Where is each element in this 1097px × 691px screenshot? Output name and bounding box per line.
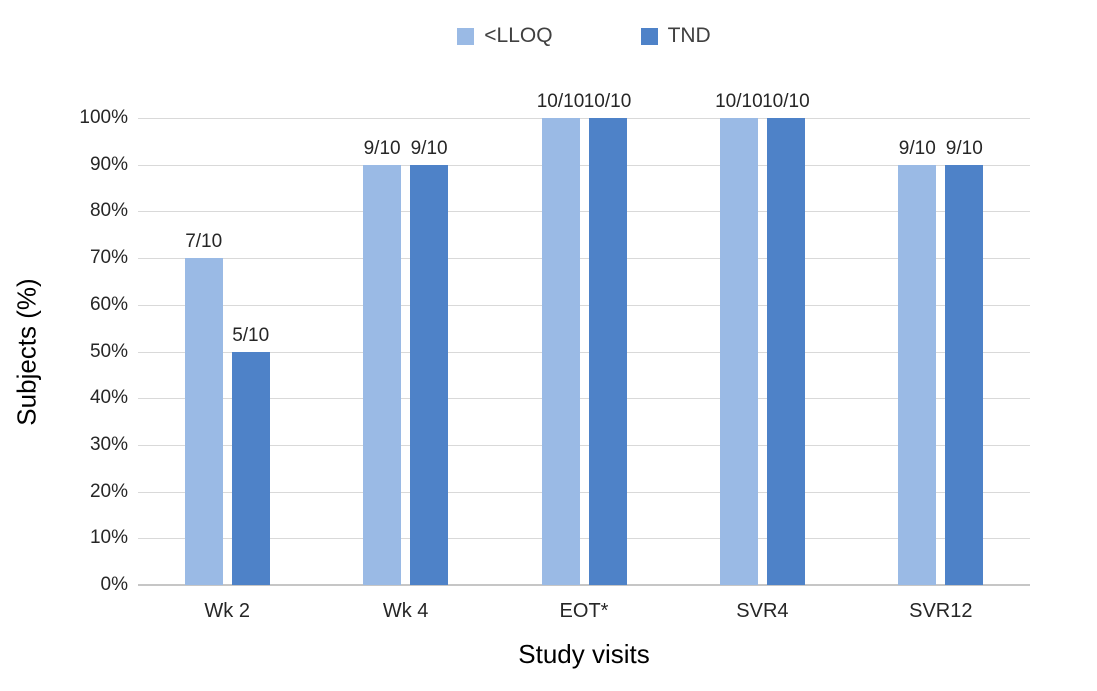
x-category-label: Wk 4 [382, 600, 429, 622]
bar-value-label: 10/10 [583, 91, 632, 112]
gridline [138, 258, 1030, 260]
bar [363, 164, 402, 585]
y-axis-title: Subjects (%) [11, 278, 42, 426]
bar-value-label: 5/10 [232, 324, 270, 346]
x-category-label: Wk 2 [204, 600, 250, 622]
legend-item: <LLOQ [457, 24, 553, 48]
bar-value-label: 9/10 [898, 137, 936, 159]
bar [410, 164, 449, 585]
x-axis-title: Study visits [518, 639, 650, 669]
bar [945, 164, 984, 585]
gridline [138, 118, 1030, 119]
legend-label: <LLOQ [484, 24, 553, 47]
y-tick-label: 80% [89, 200, 128, 222]
legend-swatch-icon [457, 27, 475, 45]
bar [898, 164, 937, 585]
y-tick-label: 20% [89, 480, 128, 502]
y-tick-label: 70% [89, 247, 128, 269]
y-tick-label: 40% [89, 387, 128, 409]
bar-value-label: 7/10 [185, 231, 223, 253]
y-tick-label: 30% [89, 433, 128, 455]
x-category-label: SVR12 [909, 600, 973, 622]
x-category-label: SVR4 [736, 600, 789, 622]
gridline [138, 538, 1030, 540]
bar-value-label: 9/10 [363, 137, 401, 159]
legend-item: TND [640, 24, 711, 48]
y-tick-label: 60% [89, 293, 128, 315]
y-tick-label: 50% [89, 340, 128, 362]
bar-value-label: 10/10 [715, 91, 763, 112]
legend: <LLOQ TND [138, 24, 1030, 48]
bar-value-label: 10/10 [536, 91, 585, 112]
bar [184, 258, 223, 585]
legend-label: TND [667, 24, 711, 47]
y-tick-label: 10% [89, 527, 128, 549]
bar [588, 118, 627, 585]
y-tick-label: 90% [89, 153, 128, 175]
gridline [138, 491, 1030, 493]
gridline [138, 164, 1030, 166]
y-tick-label: 0% [100, 574, 128, 595]
x-category-label: EOT* [559, 600, 609, 622]
gridline [138, 351, 1030, 353]
gridline [138, 211, 1030, 213]
bar-value-label: 10/10 [762, 91, 810, 112]
gridline [138, 398, 1030, 400]
x-axis-line [138, 584, 1030, 586]
y-tick-label: 100% [79, 107, 128, 128]
bar-value-label: 9/10 [410, 137, 448, 159]
bar [766, 118, 805, 585]
bar-value-label: 9/10 [945, 137, 983, 159]
bar [231, 351, 270, 585]
legend-swatch-icon [640, 27, 658, 45]
bar [541, 118, 580, 585]
bar [719, 118, 758, 585]
gridline [138, 304, 1030, 306]
gridline [138, 444, 1030, 446]
